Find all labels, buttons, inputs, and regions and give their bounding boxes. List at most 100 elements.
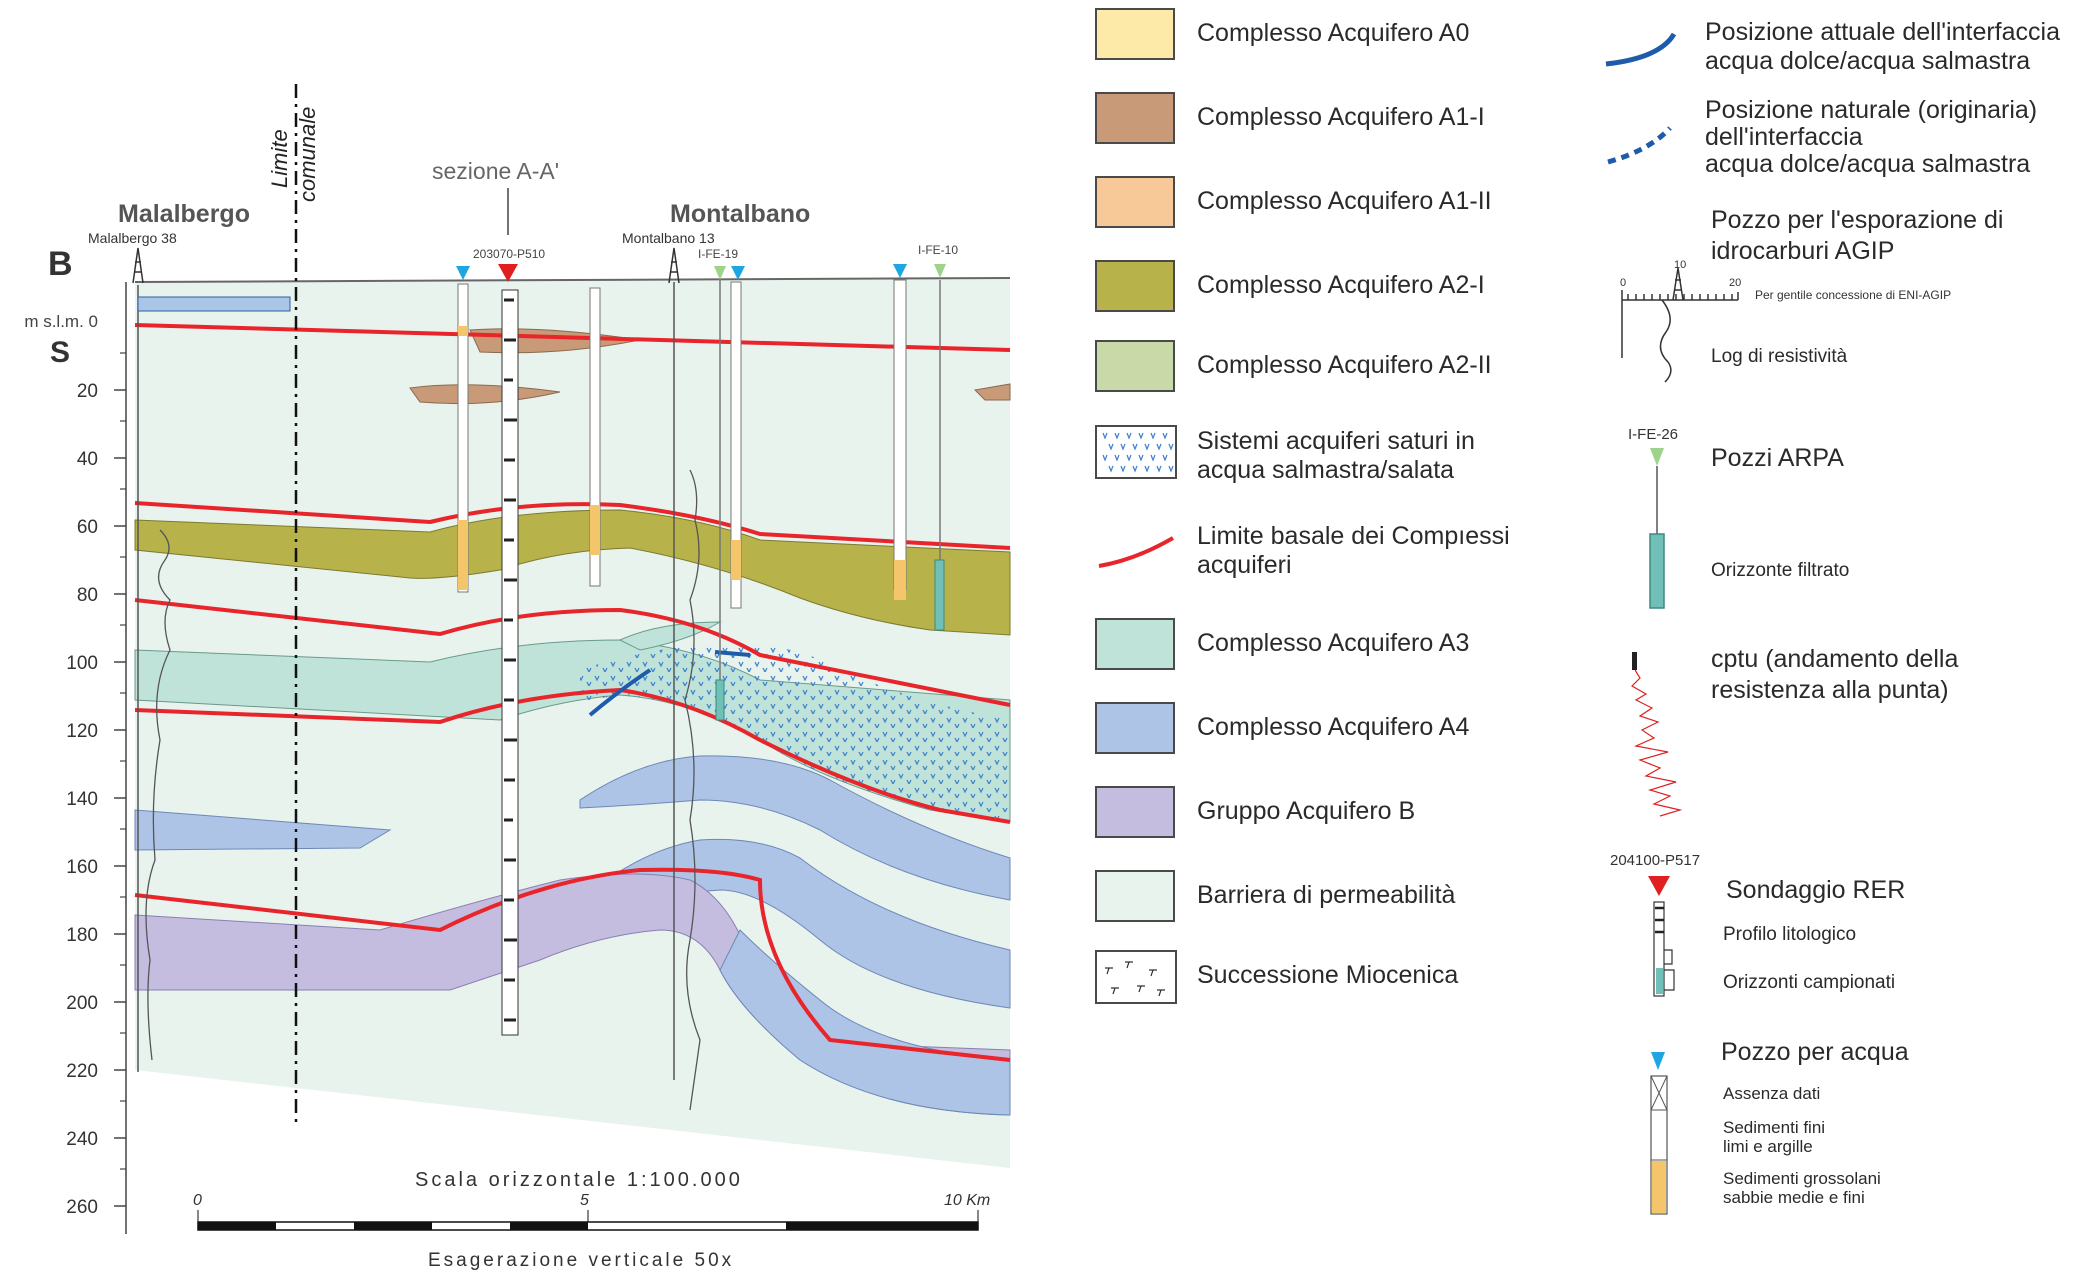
legend-label: Limite basale dei Compıessi [1197, 522, 1510, 550]
scale-title: Scala orizzontale 1:100.000 [415, 1169, 743, 1191]
rer-lithologic-log [501, 289, 519, 1036]
legend-swatch [1095, 260, 1175, 312]
interface-natural-label-2: dell'interfaccia [1705, 123, 1863, 151]
water-well-marker-icon [893, 264, 907, 278]
town-malalbergo: Malalbergo [118, 200, 250, 228]
miocene-swatch-icon [1095, 950, 1177, 1004]
agip-scale-0: 0 [1620, 277, 1626, 289]
layer-a1-i-lens [409, 384, 561, 405]
legend-swatch [1095, 870, 1175, 922]
derrick-icon [132, 247, 144, 284]
legend-label: Complesso Acquifero A4 [1197, 713, 1470, 741]
depth-tick-label: 40 [77, 449, 98, 470]
depth-axis-ticks: 20 40 60 80 100 120 140 160 180 200 220 240 260 [66, 381, 126, 1218]
legend-label: Complesso Acquifero A3 [1197, 629, 1470, 657]
depth-tick-label: 60 [77, 517, 98, 538]
sampled-horizon-icon [1656, 968, 1663, 994]
depth-tick-label: 240 [66, 1129, 98, 1150]
legend-label: Complesso Acquifero A0 [1197, 19, 1470, 47]
layer-a1-i-lens [973, 383, 1011, 401]
water-well-marker-icon [456, 266, 470, 280]
scale-tick-0: 0 [193, 1192, 202, 1209]
no-data-icon [1650, 1075, 1668, 1111]
interface-current-line [588, 668, 652, 717]
legend-swatch [1095, 92, 1175, 144]
well-malalbergo-38: Malalbergo 38 [88, 230, 177, 246]
interface-current-line [714, 650, 751, 657]
lithologic-profile-label: Profilo litologico [1723, 924, 1857, 945]
depth-tick-label: 200 [66, 993, 98, 1014]
rer-survey-label: Sondaggio RER [1726, 876, 1906, 904]
no-data-label: Assenza dati [1723, 1084, 1821, 1103]
layer-a4-under-b [719, 929, 1011, 1116]
limit-label-line1: Limite [267, 129, 292, 188]
rer-id-label: 204100-P517 [1610, 852, 1701, 869]
cptu-label-2: resistenza alla punta) [1711, 676, 1949, 704]
legend-label: Successione Miocenica [1197, 961, 1459, 989]
scale-tick-5: 5 [580, 1192, 589, 1209]
resistivity-log [684, 469, 701, 1111]
cptu-icon [1632, 652, 1637, 670]
cptu-label-1: cptu (andamento della [1711, 645, 1959, 673]
interface-current-label-1: Posizione attuale dell'interfaccia [1705, 18, 2060, 46]
agip-courtesy: Per gentile concessione di ENI-AGIP [1755, 288, 1952, 302]
coarse-sediment-label-2: sabbie medie e fini [1723, 1188, 1865, 1207]
legend-label: Complesso Acquifero A1-II [1197, 187, 1492, 215]
legend-swatch [1095, 702, 1175, 754]
legend-right-symbols: 0 10 20 [1605, 32, 1741, 1215]
limit-label-line2: comunale [295, 107, 320, 202]
rer-survey-marker-icon [498, 264, 518, 282]
layer-a0-bar [137, 296, 291, 312]
coarse-sediment-icon [1652, 1161, 1666, 1213]
water-well-icon [1651, 1052, 1665, 1070]
rer-survey-icon [1648, 876, 1670, 896]
interface-current-icon [1605, 32, 1677, 67]
section-label-b: B [48, 245, 73, 283]
water-well-marker-icon [731, 266, 745, 280]
legend-label: Complesso Acquifero A2-I [1197, 271, 1485, 299]
well-id-label: I-FE-10 [918, 243, 958, 257]
cptu-resistance-icon [1631, 669, 1683, 817]
horizontal-scale-bar [197, 1210, 979, 1231]
agip-scale-20: 20 [1729, 277, 1741, 289]
arpa-wells-label: Pozzi ARPA [1711, 444, 1844, 472]
legend-label: Gruppo Acquifero B [1197, 797, 1416, 825]
legend-swatch [1095, 176, 1175, 228]
layer-a4 [579, 755, 1011, 901]
agip-scale-icon [1621, 267, 1739, 383]
filtered-horizon-label: Orizzonte filtrato [1711, 560, 1850, 581]
saltwater-swatch-icon [1095, 425, 1177, 479]
interface-natural-icon [1607, 126, 1672, 165]
depth-tick-label: 260 [66, 1197, 98, 1218]
derrick-icon [668, 247, 680, 284]
legend-label: Sistemi acquiferi saturi in [1197, 427, 1475, 455]
arpa-well-icon [1650, 448, 1664, 466]
depth-unit-label: m s.l.m. 0 [24, 312, 98, 331]
agip-label-1: Pozzo per l'esporazione di [1711, 206, 2004, 234]
agip-scale-10: 10 [1674, 259, 1686, 271]
depth-tick-label: 120 [66, 721, 98, 742]
town-montalbano: Montalbano [670, 200, 810, 228]
cross-section: 20 40 60 80 100 120 140 160 180 200 220 240 260 B S … [0, 0, 1030, 1274]
legend: Complesso Acquifero A0 Complesso Acquifer… [1080, 0, 2098, 1274]
resistivity-log-label: Log di resistività [1711, 346, 1848, 367]
section-ref-label: sezione A-A' [432, 158, 559, 184]
legend-label-line2: acquiferi [1197, 551, 1292, 579]
depth-tick-label: 140 [66, 789, 98, 810]
legend-swatch [1095, 786, 1175, 838]
vertical-exaggeration: Esagerazione verticale 50x [428, 1250, 734, 1271]
legend-label: Barriera di permeabilità [1197, 881, 1456, 909]
boreholes [137, 279, 945, 1080]
depth-tick-label: 20 [77, 381, 98, 402]
depth-tick-label: 160 [66, 857, 98, 878]
well-id-label: 203070-P510 [473, 247, 545, 261]
arpa-well-marker-icon [934, 264, 946, 278]
scale-tick-10: 10 Km [944, 1192, 990, 1209]
legend-swatch [1095, 340, 1175, 392]
legend-swatch [1095, 618, 1175, 670]
water-well-label: Pozzo per acqua [1721, 1038, 1909, 1066]
depth-tick-label: 180 [66, 925, 98, 946]
legend-label: Complesso Acquifero A1-I [1197, 103, 1485, 131]
layer-a4 [134, 809, 392, 851]
